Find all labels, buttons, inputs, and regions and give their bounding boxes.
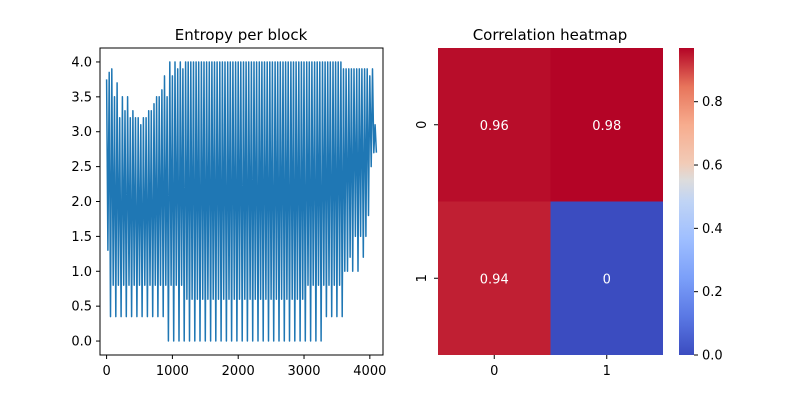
- line-y-tick-label: 2.5: [71, 160, 92, 175]
- line-plot-area: [105, 61, 378, 342]
- line-y-tick-label: 0.0: [71, 335, 92, 350]
- line-y-tick-label: 3.0: [71, 125, 92, 140]
- line-y-tick-label: 4.0: [71, 55, 92, 70]
- heatmap-cell-label: 0.98: [592, 119, 621, 134]
- colorbar-tick-label: 0.2: [702, 285, 723, 300]
- heatmap-cells: [438, 48, 663, 355]
- heatmap-cell: [550, 201, 663, 355]
- heatmap-cell: [550, 48, 663, 202]
- heatmap-x-tick-label: 1: [603, 364, 611, 379]
- heatmap-cell: [438, 201, 551, 355]
- line-x-tick-label: 4000: [353, 364, 386, 379]
- entropy-series-line: [105, 61, 378, 342]
- line-y-tick-label: 1.5: [71, 230, 92, 245]
- line-y-tick-label: 3.5: [71, 90, 92, 105]
- heatmap-cell-labels: 0.96 0.98 0.94 0: [480, 119, 621, 288]
- colorbar-tick-label: 0.4: [702, 222, 723, 237]
- colorbar-tick-label: 0.0: [702, 349, 723, 364]
- heatmap-y-axis: 01: [415, 121, 438, 282]
- line-x-axis: 0 1000 2000 3000 4000: [102, 355, 386, 379]
- line-y-axis: 0.0 0.5 1.0 1.5 2.0 2.5 3.0 3.5 4.0: [71, 55, 100, 350]
- colorbar-gradient: [679, 48, 694, 355]
- line-x-tick-label: 3000: [287, 364, 320, 379]
- line-x-tick-label: 1000: [156, 364, 189, 379]
- line-y-tick-label: 2.0: [71, 195, 92, 210]
- heatmap-y-tick-label: 1: [415, 274, 430, 282]
- colorbar-tick-label: 0.8: [702, 95, 723, 110]
- heatmap-cell: [438, 48, 551, 202]
- heatmap-cell-label: 0: [603, 272, 611, 287]
- colorbar-tick-label: 0.6: [702, 159, 723, 174]
- heatmap-title: Correlation heatmap: [473, 26, 628, 44]
- heatmap-cell-label: 0.94: [480, 272, 509, 287]
- colorbar-axis: 0.0 0.2 0.4 0.6 0.8: [694, 95, 723, 364]
- line-y-tick-label: 0.5: [71, 300, 92, 315]
- entropy-line-chart: Entropy per block 0 1000 2000 3000 4000 0.00…: [71, 26, 386, 379]
- line-x-tick-label: 2000: [222, 364, 255, 379]
- line-chart-title: Entropy per block: [175, 26, 308, 44]
- heatmap-x-tick-label: 0: [490, 364, 498, 379]
- heatmap-cell-label: 0.96: [480, 119, 509, 134]
- colorbar: 0.0 0.2 0.4 0.6 0.8: [679, 48, 723, 364]
- line-x-tick-label: 0: [102, 364, 110, 379]
- heatmap-y-tick-label: 0: [415, 121, 430, 129]
- line-y-tick-label: 1.0: [71, 265, 92, 280]
